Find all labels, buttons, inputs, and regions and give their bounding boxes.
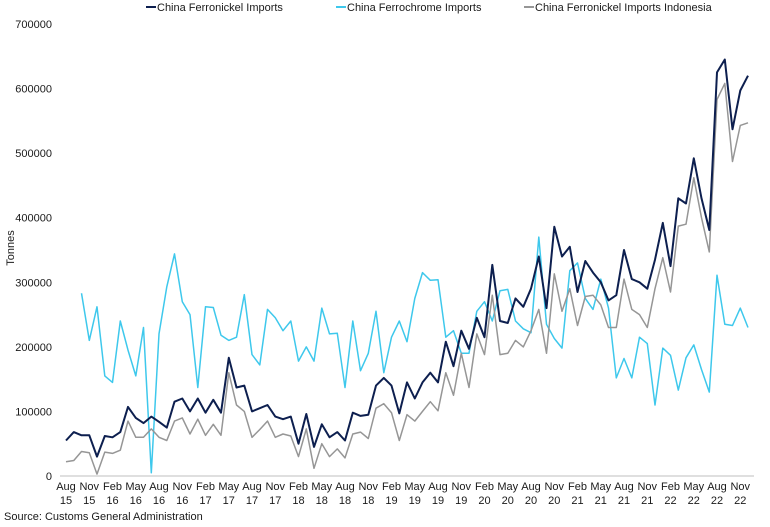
- x-tick-label-month: Nov: [79, 481, 99, 493]
- y-tick-label: 700000: [15, 19, 52, 31]
- y-tick-label: 600000: [15, 84, 52, 96]
- chart-legend: China Ferronickel Imports China Ferrochro…: [146, 2, 713, 14]
- x-tick-label-month: May: [311, 481, 332, 493]
- x-tick-label-year: 21: [618, 495, 630, 507]
- x-tick-label-year: 18: [316, 495, 328, 507]
- x-tick-label-year: 22: [688, 495, 700, 507]
- series-line-china-ferronickel-imports-indonesia: [65, 82, 749, 475]
- x-tick-label-year: 19: [432, 495, 444, 507]
- x-tick-label-month: Feb: [382, 481, 401, 493]
- x-tick-label-year: 22: [664, 495, 676, 507]
- x-tick-label-year: 17: [199, 495, 211, 507]
- x-tick-label-month: Aug: [521, 481, 541, 493]
- x-tick-label-month: Feb: [568, 481, 587, 493]
- y-tick-label: 500000: [15, 148, 52, 160]
- x-tick-label-year: 16: [176, 495, 188, 507]
- series-lines: [65, 58, 749, 475]
- x-tick-label-month: May: [125, 481, 146, 493]
- x-tick-label-month: May: [683, 481, 704, 493]
- x-tick-label-year: 21: [571, 495, 583, 507]
- x-tick-label-year: 20: [502, 495, 514, 507]
- x-tick-label-month: May: [590, 481, 611, 493]
- x-tick-label-year: 20: [548, 495, 560, 507]
- x-tick-label-year: 17: [246, 495, 258, 507]
- x-tick-label-month: Nov: [451, 481, 471, 493]
- x-tick-label-month: Feb: [103, 481, 122, 493]
- x-tick-label-month: Nov: [730, 481, 750, 493]
- legend-label: China Ferronickel Imports Indonesia: [535, 2, 713, 14]
- x-tick-label-year: 21: [641, 495, 653, 507]
- x-tick-label-month: Aug: [56, 481, 76, 493]
- x-tick-label-month: Nov: [265, 481, 285, 493]
- y-axis-label: Tonnes: [5, 230, 17, 266]
- x-tick-label-year: 20: [478, 495, 490, 507]
- y-tick-label: 200000: [15, 342, 52, 354]
- x-tick-label-month: May: [404, 481, 425, 493]
- y-axis-ticks: 0 100000 200000 300000 400000 500000 600000 700…: [15, 19, 52, 483]
- y-tick-label: 0: [46, 471, 52, 483]
- x-tick-label-year: 15: [60, 495, 72, 507]
- x-tick-label-year: 18: [292, 495, 304, 507]
- x-tick-label-year: 20: [525, 495, 537, 507]
- x-tick-label-month: Aug: [242, 481, 262, 493]
- x-tick-label-year: 17: [223, 495, 235, 507]
- series-line-china-ferrochrome-imports: [80, 236, 749, 474]
- x-tick-label-month: Nov: [544, 481, 564, 493]
- x-tick-label-year: 19: [455, 495, 467, 507]
- x-tick-label-month: Nov: [358, 481, 378, 493]
- x-tick-label-month: Feb: [196, 481, 215, 493]
- x-tick-label-month: Nov: [172, 481, 192, 493]
- y-tick-label: 100000: [15, 406, 52, 418]
- legend-label: China Ferrochrome Imports: [347, 2, 482, 14]
- x-tick-label-month: Aug: [614, 481, 634, 493]
- x-tick-label-year: 16: [153, 495, 165, 507]
- x-tick-label-month: May: [218, 481, 239, 493]
- x-tick-label-year: 15: [83, 495, 95, 507]
- x-tick-label-year: 16: [130, 495, 142, 507]
- x-tick-label-month: Feb: [661, 481, 680, 493]
- x-tick-label-month: May: [497, 481, 518, 493]
- series-line-china-ferronickel-imports: [65, 58, 749, 458]
- x-tick-label-year: 22: [711, 495, 723, 507]
- x-tick-label-year: 19: [385, 495, 397, 507]
- x-tick-label-month: Feb: [475, 481, 494, 493]
- x-tick-label-month: Feb: [289, 481, 308, 493]
- x-tick-label-year: 18: [362, 495, 374, 507]
- x-tick-label-year: 18: [339, 495, 351, 507]
- legend-label: China Ferronickel Imports: [157, 2, 283, 14]
- x-tick-label-month: Aug: [149, 481, 169, 493]
- x-tick-label-year: 21: [595, 495, 607, 507]
- x-axis-ticks: Aug 15 Nov 15 Feb 16 May 16 Aug 16 Nov 16 Feb 17 May 17…: [56, 481, 750, 507]
- x-tick-label-month: Aug: [428, 481, 448, 493]
- x-tick-label-month: Aug: [707, 481, 727, 493]
- x-tick-label-month: Nov: [637, 481, 657, 493]
- source-note: Source: Customs General Administration: [4, 511, 203, 523]
- x-tick-label-year: 17: [269, 495, 281, 507]
- x-tick-label-year: 16: [106, 495, 118, 507]
- x-tick-label-year: 22: [734, 495, 746, 507]
- x-tick-label-year: 19: [409, 495, 421, 507]
- y-tick-label: 300000: [15, 277, 52, 289]
- y-tick-label: 400000: [15, 213, 52, 225]
- x-tick-label-month: Aug: [335, 481, 355, 493]
